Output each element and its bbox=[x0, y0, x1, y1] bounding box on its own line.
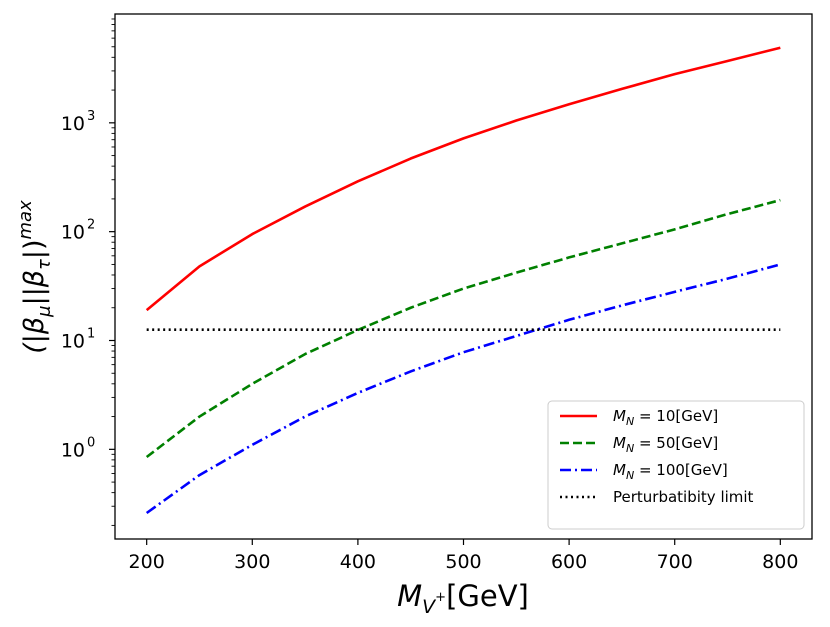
x-tick-label: 800 bbox=[762, 551, 798, 573]
legend-label-1: MN = 10[GeV] bbox=[613, 407, 718, 428]
y-tick-exponent: 1 bbox=[87, 326, 95, 341]
y-axis-title: (|βμ||βτ|)max bbox=[15, 200, 55, 354]
legend: MN = 10[GeV] MN = 50[GeV] MN = 100[GeV] Per… bbox=[547, 400, 805, 530]
y-tick-exponent: 3 bbox=[87, 109, 95, 124]
x-tick-label: 300 bbox=[234, 551, 270, 573]
x-tick-label: 600 bbox=[551, 551, 587, 573]
series-line-3 bbox=[145, 263, 781, 515]
x-tick-label: 200 bbox=[129, 551, 165, 573]
x-axis-title: MV+[GeV] bbox=[397, 579, 529, 618]
series-line-2 bbox=[145, 198, 781, 459]
y-tick-label: 10 bbox=[61, 113, 85, 135]
y-tick-exponent: 2 bbox=[87, 218, 95, 233]
y-tick-label: 10 bbox=[61, 439, 85, 461]
legend-box bbox=[547, 400, 805, 530]
x-tick-label: 700 bbox=[657, 551, 693, 573]
y-tick-exponent: 0 bbox=[87, 435, 95, 450]
legend-label-2: MN = 50[GeV] bbox=[613, 434, 718, 455]
x-tick-label: 400 bbox=[340, 551, 376, 573]
y-tick-label: 10 bbox=[61, 330, 85, 352]
x-tick-label: 500 bbox=[445, 551, 481, 573]
legend-label-3: MN = 100[GeV] bbox=[613, 461, 728, 482]
y-tick-label: 10 bbox=[61, 222, 85, 244]
series-layer bbox=[145, 46, 781, 515]
series-line-1 bbox=[145, 46, 781, 312]
legend-label-4: Perturbatibity limit bbox=[613, 488, 754, 506]
